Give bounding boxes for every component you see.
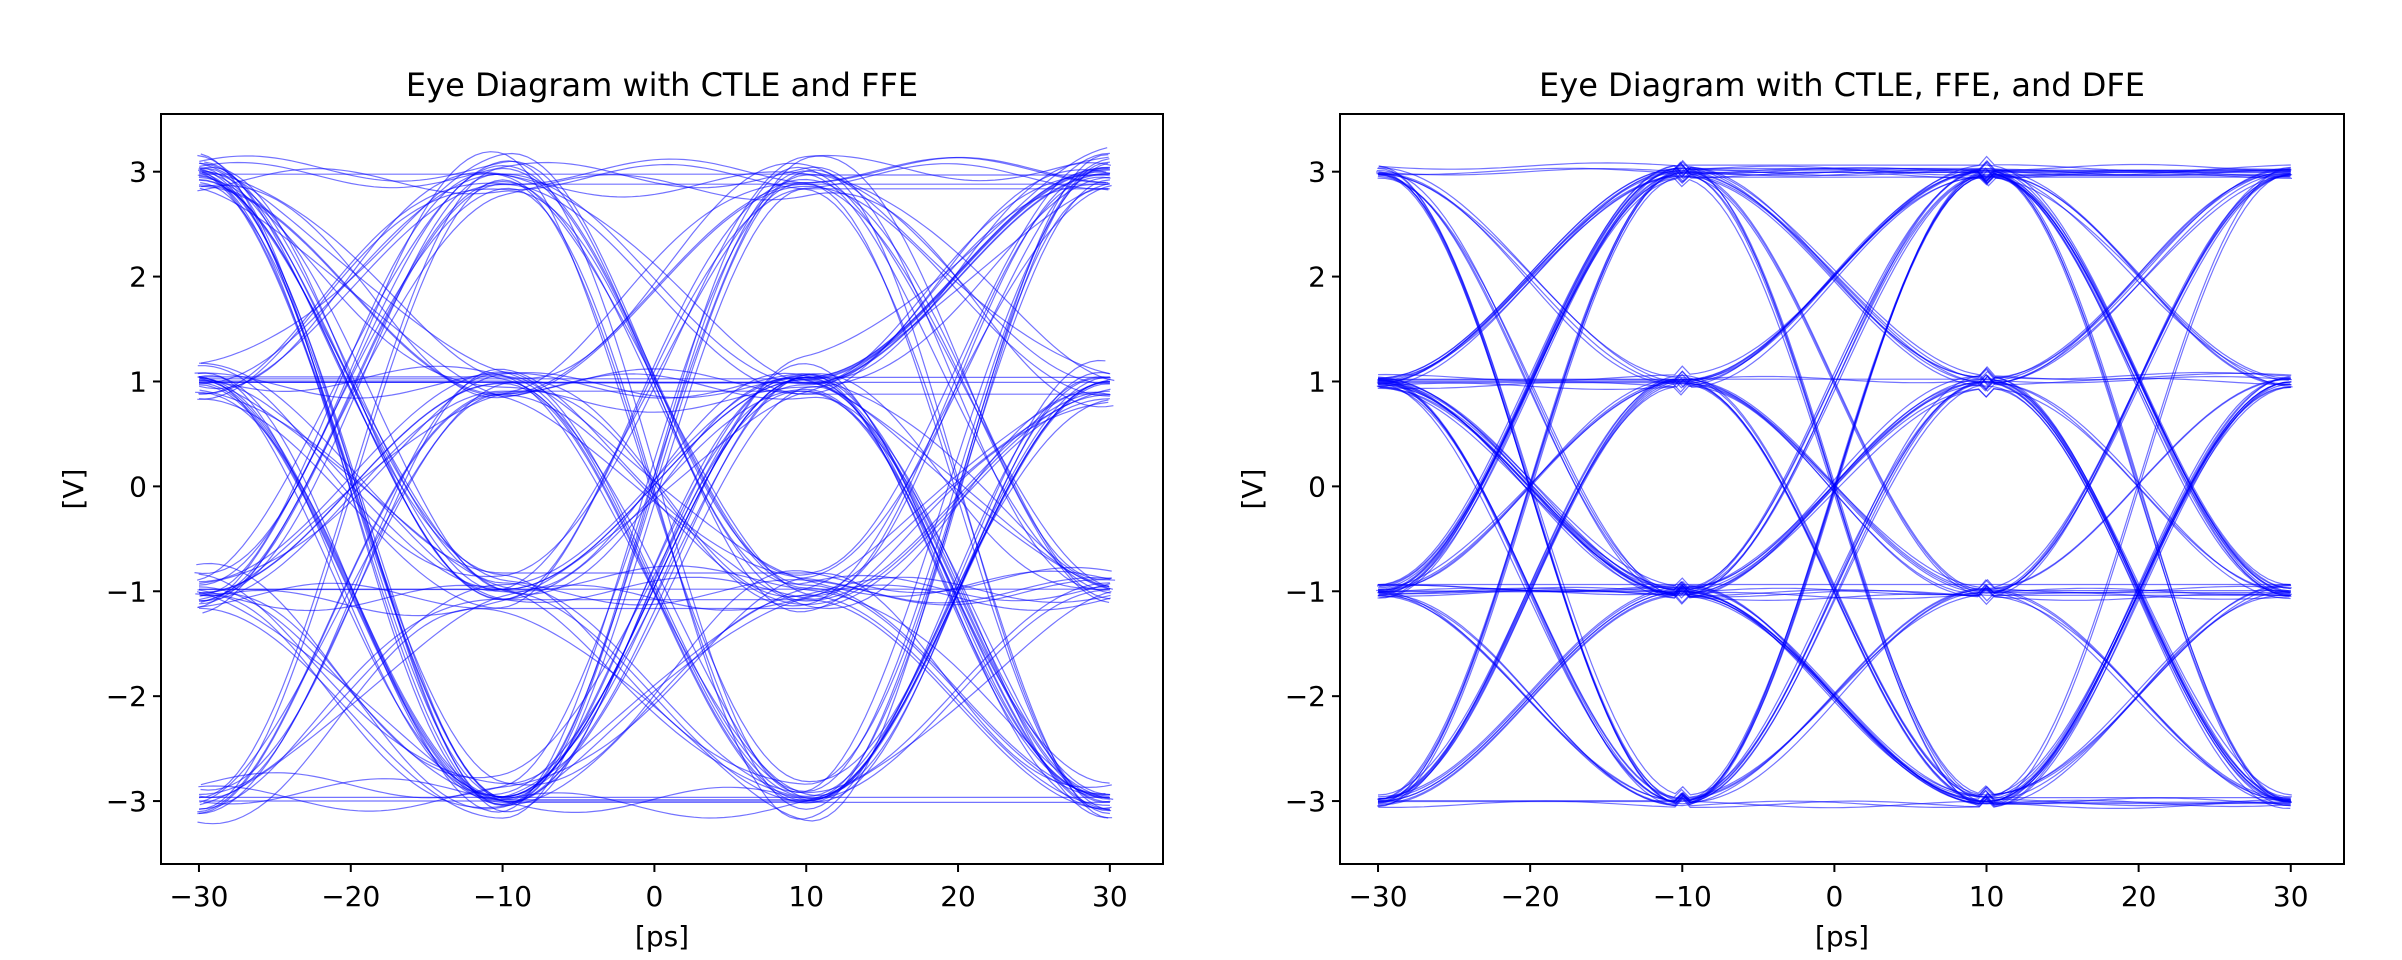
x-axis-label: [ps] (1815, 920, 1869, 953)
eye-trace (198, 184, 1110, 606)
eye-trace (199, 388, 1111, 810)
eye-trace (1377, 173, 2291, 805)
x-tick-label: −20 (321, 880, 380, 913)
y-axis-label: [V] (1236, 468, 1269, 509)
x-tick-label: −10 (473, 880, 532, 913)
eye-trace (198, 376, 1110, 798)
chart-title: Eye Diagram with CTLE, FFE, and DFE (1539, 66, 2145, 104)
eye-trace (198, 168, 1110, 799)
y-tick-label: −2 (1285, 680, 1326, 713)
eye-trace (198, 172, 1110, 594)
x-tick-label: 0 (1825, 880, 1843, 913)
x-tick-label: 10 (1969, 880, 2005, 913)
eye-trace (198, 382, 1110, 803)
eye-trace (1377, 171, 2291, 383)
y-tick-label: −1 (106, 575, 147, 608)
eye-trace (1377, 381, 2291, 803)
y-tick-label: 0 (1308, 470, 1326, 503)
eye-trace (198, 174, 1110, 806)
eye-trace (199, 169, 1111, 800)
x-axis-label: [ps] (635, 920, 689, 953)
eye-trace (1377, 161, 2291, 591)
eye-trace (199, 178, 1111, 810)
eye-trace (198, 175, 1110, 807)
eye-traces (1375, 155, 2293, 809)
y-tick-label: 1 (129, 365, 147, 398)
eye-trace (1378, 169, 2291, 381)
eye-trace (198, 185, 1110, 397)
eye-trace (203, 170, 1115, 805)
eye-trace (199, 171, 1111, 596)
eye-trace (200, 385, 1112, 809)
eye-trace (199, 176, 1111, 603)
eye-trace (1377, 175, 2291, 807)
x-tick-label: −10 (1653, 880, 1712, 913)
eye-trace (1377, 175, 2291, 596)
eye-trace (197, 167, 1109, 613)
x-tick-label: 0 (645, 880, 663, 913)
eye-trace (198, 176, 1110, 413)
x-tick-label: −20 (1501, 880, 1560, 913)
eye-trace (198, 398, 1110, 610)
plot-frame (160, 113, 1164, 865)
x-tick-label: −30 (169, 880, 228, 913)
eye-trace (198, 164, 1110, 796)
x-tick-label: −30 (1348, 880, 1407, 913)
y-tick-label: −3 (106, 785, 147, 818)
eye-trace (198, 179, 1110, 810)
y-tick-label: 3 (129, 156, 147, 189)
x-tick-label: 20 (940, 880, 976, 913)
eye-trace (1377, 176, 2291, 808)
eye-trace (199, 171, 1111, 597)
eye-trace (198, 183, 1110, 605)
eye-trace (1377, 384, 2291, 805)
eye-trace (1377, 174, 2291, 596)
y-tick-label: 3 (1308, 156, 1326, 189)
eye-trace (198, 162, 1110, 794)
y-tick-label: −1 (1285, 575, 1326, 608)
eye-trace (202, 170, 1114, 800)
eye-trace (1378, 165, 2292, 796)
eye-trace (1377, 173, 2291, 805)
y-tick-label: 0 (129, 470, 147, 503)
y-tick-label: 1 (1308, 365, 1326, 398)
eye-trace (198, 167, 1110, 799)
eye-trace (1377, 383, 2291, 805)
y-tick-label: −3 (1285, 785, 1326, 818)
x-tick-label: 20 (2121, 880, 2157, 913)
eye-trace (197, 156, 1109, 813)
eye-trace (1377, 169, 2291, 801)
eye-trace (199, 371, 1111, 797)
eye-trace (198, 158, 1110, 603)
eye-trace (198, 374, 1110, 796)
x-tick-label: 10 (788, 880, 824, 913)
x-tick-label: 30 (1092, 880, 1128, 913)
eye-trace (1377, 167, 2291, 799)
x-tick-label: 30 (2273, 880, 2309, 913)
y-tick-label: 2 (129, 261, 147, 294)
eye-trace (199, 161, 1111, 591)
eye-trace (198, 152, 1110, 574)
eye-trace (1377, 164, 2291, 586)
eye-trace (199, 584, 1111, 806)
eye-trace (198, 161, 1110, 793)
y-tick-label: 2 (1308, 261, 1326, 294)
eye-trace (198, 171, 1110, 803)
eye-trace (1377, 166, 2291, 798)
eye-trace (198, 188, 1110, 819)
plot-frame (1339, 113, 2345, 865)
eye-trace (198, 179, 1110, 811)
y-axis-label: [V] (57, 468, 90, 509)
eye-traces (194, 147, 1116, 825)
chart-title: Eye Diagram with CTLE and FFE (406, 66, 918, 104)
y-tick-label: −2 (106, 680, 147, 713)
eye-trace (1377, 374, 2291, 796)
eye-trace (194, 372, 1106, 795)
